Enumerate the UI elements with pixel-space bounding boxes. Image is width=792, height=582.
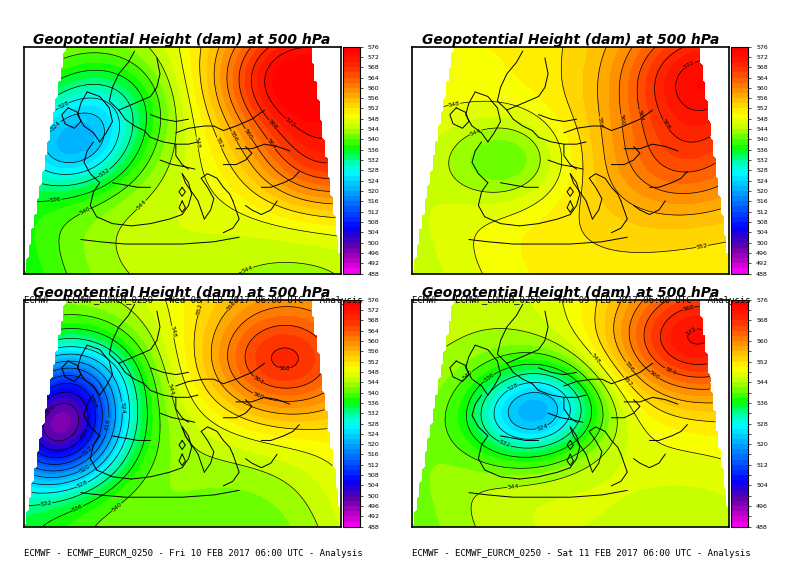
Text: 568: 568: [661, 118, 671, 131]
Text: 536: 536: [50, 197, 62, 203]
Text: 540: 540: [78, 207, 91, 217]
Text: 560: 560: [252, 391, 265, 400]
Text: 500: 500: [44, 404, 56, 416]
Text: 572: 572: [284, 116, 296, 128]
Text: 552: 552: [696, 243, 708, 250]
Text: 556: 556: [623, 360, 634, 372]
Title: Geopotential Height (dam) at 500 hPa: Geopotential Height (dam) at 500 hPa: [421, 33, 719, 47]
Text: 556: 556: [226, 300, 238, 312]
Text: 544: 544: [507, 484, 520, 490]
Text: 548: 548: [169, 325, 177, 338]
Text: 544: 544: [470, 127, 482, 137]
Text: 560: 560: [649, 370, 661, 381]
Text: 556: 556: [229, 130, 239, 143]
Text: 548: 548: [590, 353, 601, 365]
Text: 544: 544: [135, 199, 147, 211]
Text: 540: 540: [111, 501, 123, 513]
Text: 564: 564: [266, 138, 277, 150]
Text: 532: 532: [499, 439, 512, 449]
Text: 572: 572: [685, 325, 698, 336]
Text: 572: 572: [683, 60, 695, 70]
Text: ECMWF - ECMWF_EURCM_0250 - Fri 10 FEB 2017 06:00 UTC - Analysis: ECMWF - ECMWF_EURCM_0250 - Fri 10 FEB 20…: [24, 549, 363, 558]
Text: 552: 552: [196, 303, 204, 315]
Text: 524: 524: [50, 120, 62, 132]
Text: 520: 520: [78, 463, 91, 474]
Text: 564: 564: [664, 366, 676, 375]
Text: ECMWF - ECMWF_EURCM_0250 - Wed 08 FEB 2017 06:00 UTC - Analysis: ECMWF - ECMWF_EURCM_0250 - Wed 08 FEB 20…: [24, 296, 363, 304]
Text: 544: 544: [166, 383, 174, 396]
Text: 568: 568: [683, 304, 695, 312]
Text: 552: 552: [215, 136, 224, 149]
Text: ECMWF - ECMWF_EURCM_0250 - Thu 09 FEB 2017 06:00 UTC - Analysis: ECMWF - ECMWF_EURCM_0250 - Thu 09 FEB 20…: [412, 296, 751, 304]
Text: 556: 556: [597, 116, 604, 128]
Text: 504: 504: [80, 427, 89, 439]
Title: Geopotential Height (dam) at 500 hPa: Geopotential Height (dam) at 500 hPa: [33, 286, 331, 300]
Text: 528: 528: [57, 100, 70, 110]
Text: 560: 560: [619, 114, 625, 126]
Text: 564: 564: [637, 109, 644, 122]
Text: 568: 568: [279, 366, 291, 371]
Text: 532: 532: [98, 167, 111, 178]
Text: 568: 568: [267, 119, 278, 130]
Text: 540: 540: [462, 370, 474, 381]
Text: 552: 552: [622, 375, 633, 388]
Text: 544: 544: [241, 265, 253, 274]
Text: 524: 524: [120, 402, 125, 414]
Text: 512: 512: [82, 445, 93, 457]
Text: ECMWF - ECMWF_EURCM_0250 - Sat 11 FEB 2017 06:00 UTC - Analysis: ECMWF - ECMWF_EURCM_0250 - Sat 11 FEB 20…: [412, 549, 751, 558]
Text: 548: 548: [448, 101, 461, 108]
Text: 560: 560: [243, 127, 253, 140]
Text: 564: 564: [252, 375, 265, 385]
Text: 536: 536: [483, 372, 495, 383]
Text: 516: 516: [105, 417, 112, 430]
Title: Geopotential Height (dam) at 500 hPa: Geopotential Height (dam) at 500 hPa: [33, 33, 331, 47]
Text: 508: 508: [89, 396, 97, 409]
Text: 528: 528: [76, 480, 89, 489]
Text: 528: 528: [507, 382, 520, 392]
Text: 524: 524: [536, 423, 549, 432]
Text: 548: 548: [194, 137, 200, 149]
Text: 532: 532: [40, 501, 52, 507]
Title: Geopotential Height (dam) at 500 hPa: Geopotential Height (dam) at 500 hPa: [421, 286, 719, 300]
Text: 536: 536: [71, 503, 84, 513]
